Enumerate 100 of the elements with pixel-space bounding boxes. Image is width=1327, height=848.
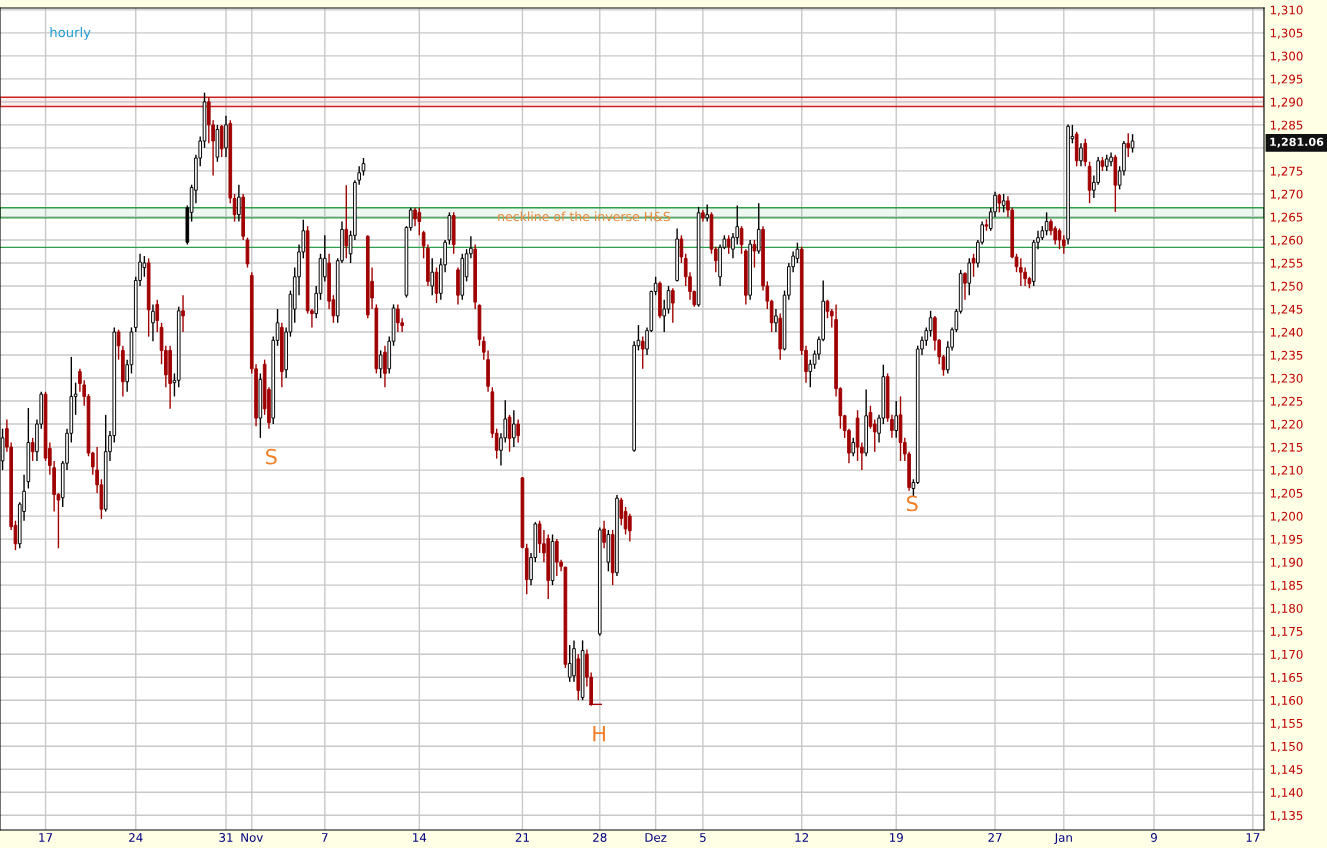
y-tick-label: 1,150 [1270,741,1303,753]
y-tick-label: 1,250 [1270,281,1303,292]
y-tick-label: 1,245 [1270,304,1303,315]
candlestick [705,203,710,223]
annotation: S [266,448,277,465]
y-tick-label: 1,305 [1270,28,1303,39]
candlestick [1001,193,1006,214]
candlestick [1087,161,1092,204]
y-tick-label: 1,155 [1270,719,1303,730]
candlestick [602,520,606,550]
candlestick [116,329,121,361]
y-tick-label: 1,190 [1270,557,1303,568]
candlestick [512,409,516,448]
candlestick [155,299,160,333]
text: hourly [50,27,91,40]
candlestick [344,184,349,260]
candlestick [640,335,645,370]
candlestick [851,437,856,457]
y-tick-label: 1,265 [1270,212,1303,223]
annotation: H [593,726,605,742]
candlestick [739,225,744,255]
y-tick-label: 1,295 [1270,74,1303,85]
candlestick [413,207,417,227]
candlestick [967,257,972,296]
candlestick [383,345,387,388]
candlestick [619,497,624,527]
x-tick-label: 17 [1246,833,1260,842]
candlestick [868,404,873,430]
x-tick-label: 17 [39,833,53,842]
candlestick [396,303,400,333]
y-tick-label: 1,210 [1270,465,1303,476]
y-tick-label: 1,290 [1270,97,1303,108]
candlestick [1061,234,1066,255]
x-tick-label: 5 [700,833,706,842]
candlestick [679,234,684,264]
candlestick [181,294,185,333]
y-tick-label: 1,215 [1270,442,1303,453]
candlestick [756,202,761,255]
candlestick [628,513,632,543]
candlestick [894,400,899,439]
candlestick [237,184,241,223]
y-tick-label: 1,225 [1270,396,1303,407]
candlestick [219,124,224,158]
candlestick [971,253,976,278]
y-tick-label: 1,300 [1270,51,1303,62]
candlestick [1019,257,1023,287]
x-tick-label: 31 [219,832,233,842]
x-tick-label: 12 [795,832,809,842]
x-tick-label: 21 [515,832,529,842]
candlestick [928,310,933,338]
candlestick [1057,227,1062,250]
y-tick-label: 1,260 [1270,235,1303,246]
y-tick-label: 1,195 [1270,534,1303,545]
candlestick [1083,138,1088,168]
candlestick [567,644,572,683]
y-tick-label: 1,160 [1270,695,1303,707]
candlestick [666,285,671,315]
y-tick-label: 1,285 [1270,120,1303,131]
y-tick-label: 1,170 [1270,649,1303,661]
candlestick [1044,211,1049,237]
x-tick-label: 24 [129,832,143,842]
y-tick-label: 1,185 [1270,580,1303,592]
y-tick-label: 1,220 [1270,419,1303,430]
x-tick-label: 28 [593,832,607,842]
y-tick-label: 1,230 [1270,373,1303,384]
x-tick-label: 9 [1151,832,1157,842]
candlestick [1126,132,1131,158]
candlestick [430,257,435,296]
y-tick-label: 1,275 [1270,166,1303,177]
x-tick-label: 14 [413,833,427,842]
candlestick [516,418,520,444]
candlestick [30,437,35,462]
y-tick-label: 1,145 [1270,765,1303,776]
candlestick [670,287,675,324]
candlestick [726,234,731,255]
y-tick-label: 1,165 [1270,672,1303,684]
y-tick-label: 1,235 [1270,350,1303,361]
candlestick [752,239,757,269]
candlestick [378,349,383,379]
y-tick-label: 1,255 [1270,258,1303,269]
candlestick [963,271,967,301]
y-tick-label: 1,205 [1270,488,1303,499]
y-tick-label: 1,240 [1270,327,1303,338]
candlestick [1079,142,1083,168]
y-tick-label: 1,310 [1270,5,1303,16]
candlestick [507,414,512,453]
y-tick-label: 1,140 [1270,787,1303,799]
x-tick-label: Jan [1054,833,1072,845]
y-tick-label: 1,200 [1270,511,1303,522]
candlestick [1130,133,1135,154]
y-tick-label: 1,175 [1270,627,1303,638]
y-tick-label: 1,180 [1270,603,1303,615]
candlestick [151,303,155,342]
candlestick [417,207,422,237]
y-tick-label: 1,135 [1270,811,1303,822]
x-tick-label: Nov [241,833,263,842]
candlestick [997,193,1002,214]
candlestick [78,368,82,393]
y-tick-label: 1,270 [1270,189,1303,200]
x-tick-label: 19 [890,832,903,842]
